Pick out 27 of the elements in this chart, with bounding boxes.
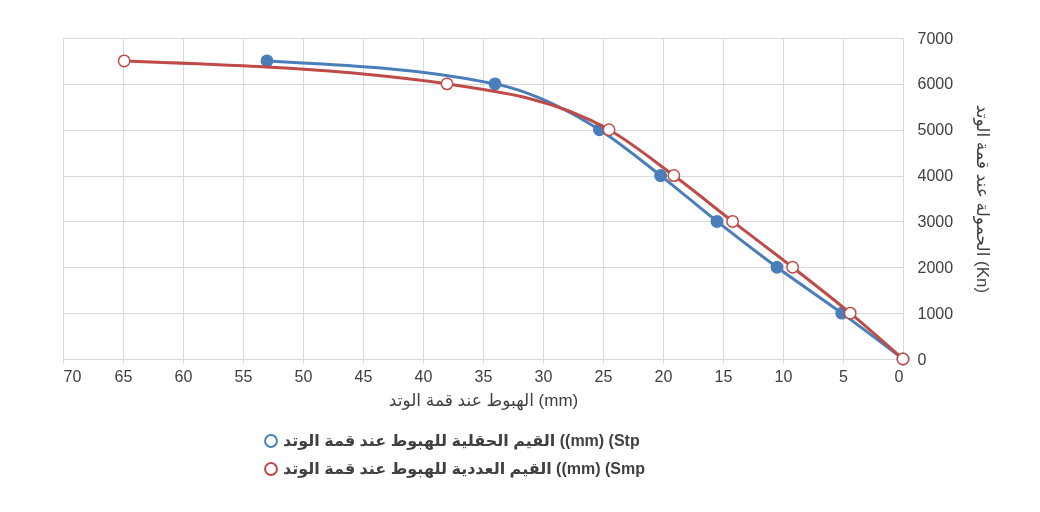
x-tick-label: 60 [174,367,193,385]
x-tick-label: 25 [594,367,613,385]
x-tick-label: 30 [534,367,553,385]
x-tick-label: 65 [114,367,133,385]
x-tick-label: 70 [63,367,82,385]
x-tick-label: 15 [714,367,733,385]
x-axis-title: الهبوط عند قمة الوتد (mm) [388,390,579,411]
x-tick-label: 55 [234,367,253,385]
y-tick-label: 3000 [917,212,954,230]
y-tick-label: 4000 [917,167,954,185]
x-tick-label: 40 [414,367,433,385]
y-tick-label: 7000 [917,29,954,47]
x-tick-label: 50 [294,367,313,385]
legend-label: القيم الحقلية للهبوط عند قمة الوتد ((mm) (Stp [283,432,640,450]
legend-label: القيم العددية للهبوط عند قمة الوتد ((mm) (Smp [283,460,646,478]
x-tick-label: 35 [474,367,493,385]
x-tick-label: 20 [654,367,673,385]
y-tick-label: 1000 [917,304,954,322]
y-tick-label: 6000 [917,75,954,93]
x-tick-label: 10 [774,367,793,385]
y-tick-label: 2000 [917,258,954,276]
y-tick-label: 0 [917,350,927,368]
x-tick-label: 45 [354,367,373,385]
x-tick-label: 0 [894,367,904,385]
x-tick-label: 5 [839,367,849,385]
y-tick-label: 5000 [917,121,954,139]
y-axis-title: الحمولة عند قمة الوتد (Kn) [973,104,993,294]
